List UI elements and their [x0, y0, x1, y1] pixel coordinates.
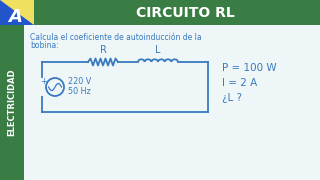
Text: A: A — [8, 8, 22, 26]
Text: P = 100 W: P = 100 W — [222, 63, 276, 73]
FancyBboxPatch shape — [0, 0, 34, 25]
Text: ¿L ?: ¿L ? — [222, 93, 242, 103]
Polygon shape — [0, 0, 34, 25]
Text: I = 2 A: I = 2 A — [222, 78, 257, 88]
Text: R: R — [100, 45, 107, 55]
Text: ELECTRICIDAD: ELECTRICIDAD — [7, 68, 17, 136]
Text: CIRCUITO RL: CIRCUITO RL — [136, 6, 234, 20]
Text: bobina:: bobina: — [30, 42, 59, 51]
Text: 50 Hz: 50 Hz — [68, 87, 91, 96]
FancyBboxPatch shape — [0, 0, 320, 25]
Text: Calcula el coeficiente de autoinducción de la: Calcula el coeficiente de autoinducción … — [30, 33, 202, 42]
Text: 220 V: 220 V — [68, 78, 91, 87]
Text: +: + — [41, 76, 47, 86]
Text: L: L — [155, 45, 161, 55]
FancyBboxPatch shape — [0, 25, 24, 180]
FancyBboxPatch shape — [24, 25, 320, 180]
